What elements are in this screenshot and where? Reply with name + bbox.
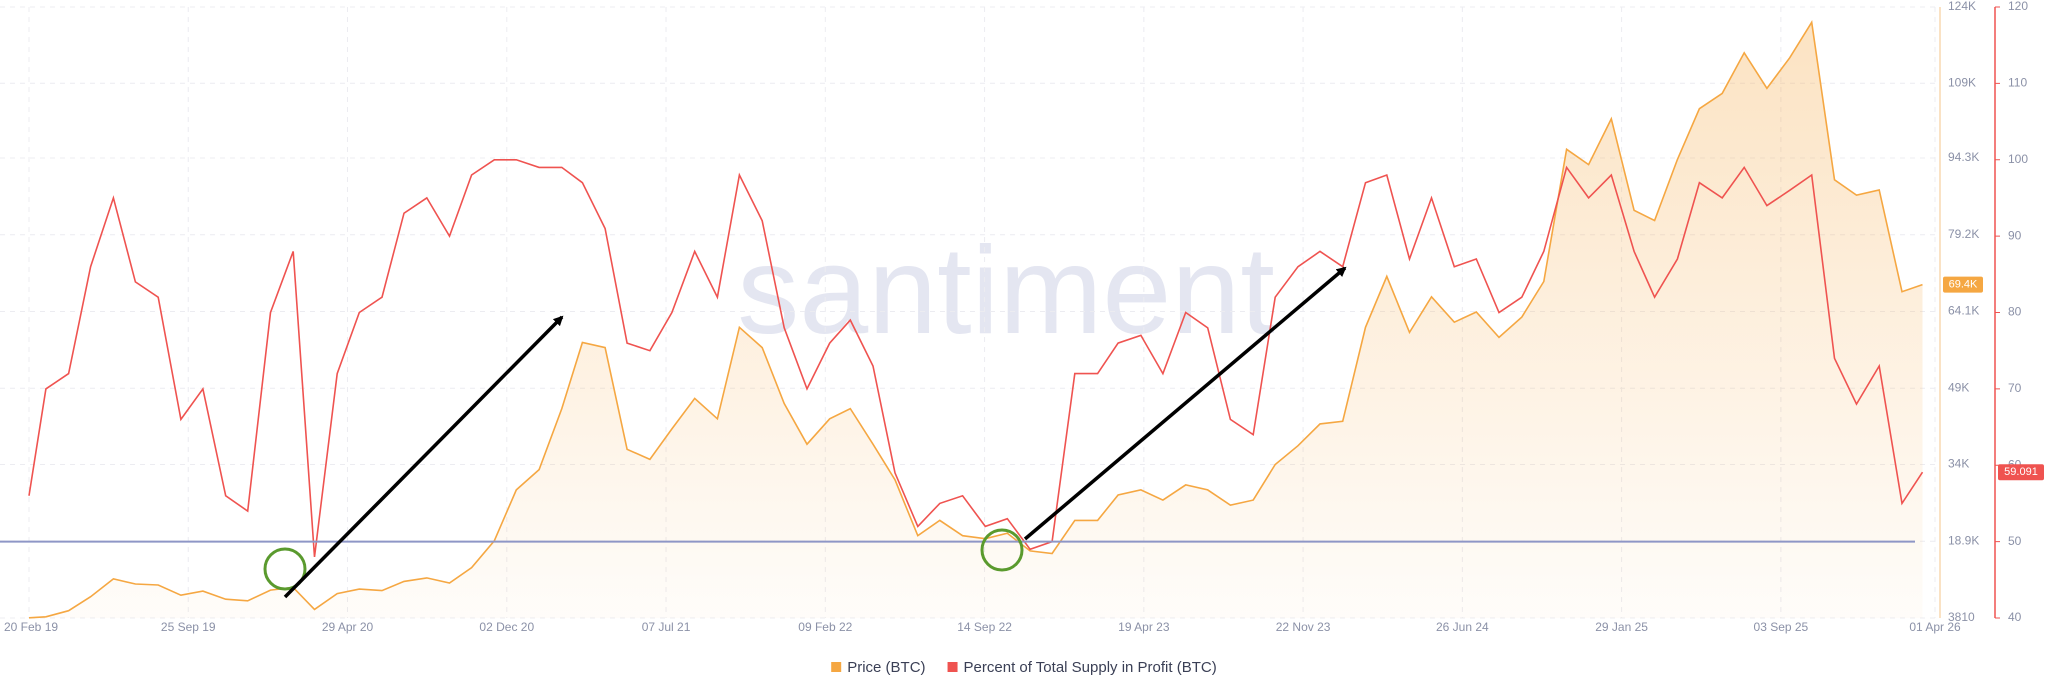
y2-tick-label: 120: [2008, 0, 2028, 13]
x-tick-label: 03 Sep 25: [1754, 620, 1809, 634]
x-tick-label: 02 Dec 20: [479, 620, 534, 634]
x-tick-label: 25 Sep 19: [161, 620, 216, 634]
y-tick-label: 64.1K: [1948, 304, 1979, 318]
highlight-circle: [263, 547, 307, 591]
legend: Price (BTC) Percent of Total Supply in Pr…: [831, 659, 1217, 676]
x-tick-label: 09 Feb 22: [798, 620, 852, 634]
x-tick-label: 26 Jun 24: [1436, 620, 1489, 634]
current-value-badge: [1943, 276, 1983, 293]
y-tick-label: 79.2K: [1948, 227, 1979, 241]
y2-tick-label: 90: [2008, 228, 2022, 242]
current-value-label: 69.4K: [1949, 278, 1978, 290]
y2-tick-label: 80: [2008, 305, 2022, 319]
trend-arrow: [1023, 266, 1347, 541]
watermark: santiment: [737, 222, 1275, 360]
y-tick-label: 18.9K: [1948, 533, 1979, 547]
x-tick-label: 07 Jul 21: [642, 620, 691, 634]
y2-tick-label: 40: [2008, 610, 2022, 624]
y-tick-label: 109K: [1948, 75, 1976, 89]
y2-tick-label: 110: [2008, 76, 2027, 90]
current-value-label: 59.091: [2004, 466, 2038, 478]
line: [28, 159, 1924, 557]
y-tick-label: 3810: [1948, 610, 1975, 624]
x-tick-label: 14 Sep 22: [957, 620, 1012, 634]
current-value-badge: [1998, 464, 2044, 481]
x-tick-label: 01 Apr 26: [1909, 620, 1961, 634]
trend-arrow: [283, 315, 564, 599]
x-tick-label: 29 Apr 20: [322, 620, 374, 634]
y-tick-label: 124K: [1948, 0, 1976, 13]
legend-label: Percent of Total Supply in Profit (BTC): [964, 659, 1217, 676]
x-tick-label: 20 Feb 19: [4, 620, 58, 634]
x-tick-label: 22 Nov 23: [1276, 620, 1331, 634]
y-tick-label: 94.3K: [1948, 150, 1979, 164]
x-tick-label: 19 Apr 23: [1118, 620, 1170, 634]
area: [29, 22, 1923, 619]
y-tick-label: 49K: [1948, 380, 1969, 394]
y2-tick-label: 50: [2008, 534, 2022, 548]
annotations: [263, 266, 1347, 599]
highlight-circle: [980, 528, 1024, 572]
legend-swatch: [831, 662, 842, 672]
line: [28, 20, 1923, 619]
x-tick-label: 29 Jan 25: [1595, 620, 1648, 634]
y2-tick-label: 100: [2008, 152, 2028, 166]
y2-tick-label: 70: [2008, 381, 2022, 395]
legend-swatch: [947, 662, 958, 672]
legend-label: Price (BTC): [847, 659, 925, 676]
y-tick-label: 34K: [1948, 457, 1969, 471]
